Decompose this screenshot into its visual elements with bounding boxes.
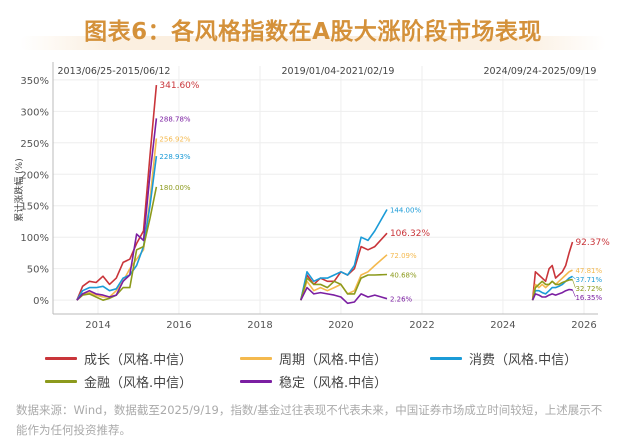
segment-label: 2024/09/24-2025/09/19	[484, 66, 597, 77]
title-highlight	[20, 36, 606, 50]
legend-item-consumption: 消费（风格.中信）	[430, 349, 577, 368]
x-tick-label: 2016	[166, 320, 191, 331]
end-value-label: 47.81%	[575, 267, 602, 275]
end-value-label: 256.92%	[159, 135, 190, 143]
legend-swatch	[430, 357, 462, 360]
legend-label: 消费（风格.中信）	[469, 353, 578, 368]
legend-label: 稳定（风格.中信）	[279, 376, 388, 391]
y-tick-label: 50%	[27, 265, 49, 276]
series-line-4-segment-2	[531, 288, 573, 301]
end-value-label: 40.68%	[390, 272, 417, 280]
legend-item-growth: 成长（风格.中信）	[45, 349, 192, 368]
legend-swatch	[240, 380, 272, 383]
end-value-label: 37.71%	[575, 276, 602, 284]
legend-swatch	[45, 357, 77, 360]
end-value-label: 72.09%	[390, 252, 417, 260]
legend-item-finance: 金融（风格.中信）	[45, 372, 192, 391]
series-line-3-segment-0	[76, 186, 158, 302]
end-value-label: 92.37%	[575, 238, 610, 248]
y-tick-label: 300%	[20, 107, 49, 118]
legend-label: 周期（风格.中信）	[279, 353, 388, 368]
legend-item-cyclical: 周期（风格.中信）	[240, 349, 387, 368]
legend-label: 成长（风格.中信）	[84, 353, 193, 368]
chart-title: 图表6：各风格指数在A股大涨阶段市场表现	[84, 19, 542, 45]
y-tick-label: 250%	[20, 139, 49, 150]
series-line-3-segment-2	[531, 278, 573, 301]
series-line-0-segment-0	[76, 85, 158, 301]
legend-swatch	[240, 357, 272, 360]
source-note: 数据来源：Wind，数据截至2025/9/19，指数/基金过往表现不代表未来，中…	[16, 403, 603, 437]
x-tick-label: 2014	[85, 320, 110, 331]
end-label-leader	[572, 289, 576, 298]
y-tick-label: 350%	[20, 76, 49, 87]
segment-label: 2019/01/04-2021/02/19	[282, 66, 395, 77]
y-axis-label: 累计涨跌幅 (%)	[13, 158, 25, 221]
end-value-label: 228.93%	[159, 153, 190, 161]
series-line-1-segment-0	[76, 138, 158, 301]
y-tick-label: 150%	[20, 202, 49, 213]
legend-swatch	[45, 380, 77, 383]
end-value-label: 144.00%	[390, 207, 421, 215]
series-line-4-segment-1	[300, 286, 388, 305]
x-tick-label: 2024	[490, 320, 515, 331]
series-line-0-segment-2	[531, 241, 574, 301]
legend-item-stable: 稳定（风格.中信）	[240, 372, 387, 391]
x-tick-label: 2026	[571, 320, 596, 331]
y-tick-label: 100%	[20, 233, 49, 244]
x-tick-label: 2020	[328, 320, 353, 331]
y-tick-label: 0%	[33, 296, 49, 307]
x-tick-label: 2018	[247, 320, 272, 331]
end-value-label: 2.26%	[390, 296, 413, 304]
end-label-leader	[572, 276, 576, 280]
end-value-label: 106.32%	[390, 229, 430, 239]
end-value-label: 16.35%	[575, 294, 602, 302]
end-label-leader	[572, 279, 576, 289]
legend-label: 金融（风格.中信）	[84, 376, 193, 391]
series-line-2-segment-1	[300, 209, 388, 301]
segment-label: 2013/06/25-2015/06/12	[58, 66, 171, 77]
series-line-3-segment-1	[300, 273, 388, 301]
end-value-label: 288.78%	[159, 115, 190, 123]
series-line-4-segment-0	[76, 118, 158, 301]
end-value-label: 180.00%	[159, 184, 190, 192]
x-tick-label: 2022	[409, 320, 434, 331]
end-value-label: 341.60%	[159, 81, 199, 91]
end-value-label: 32.72%	[575, 285, 602, 293]
y-tick-label: 200%	[20, 170, 49, 181]
